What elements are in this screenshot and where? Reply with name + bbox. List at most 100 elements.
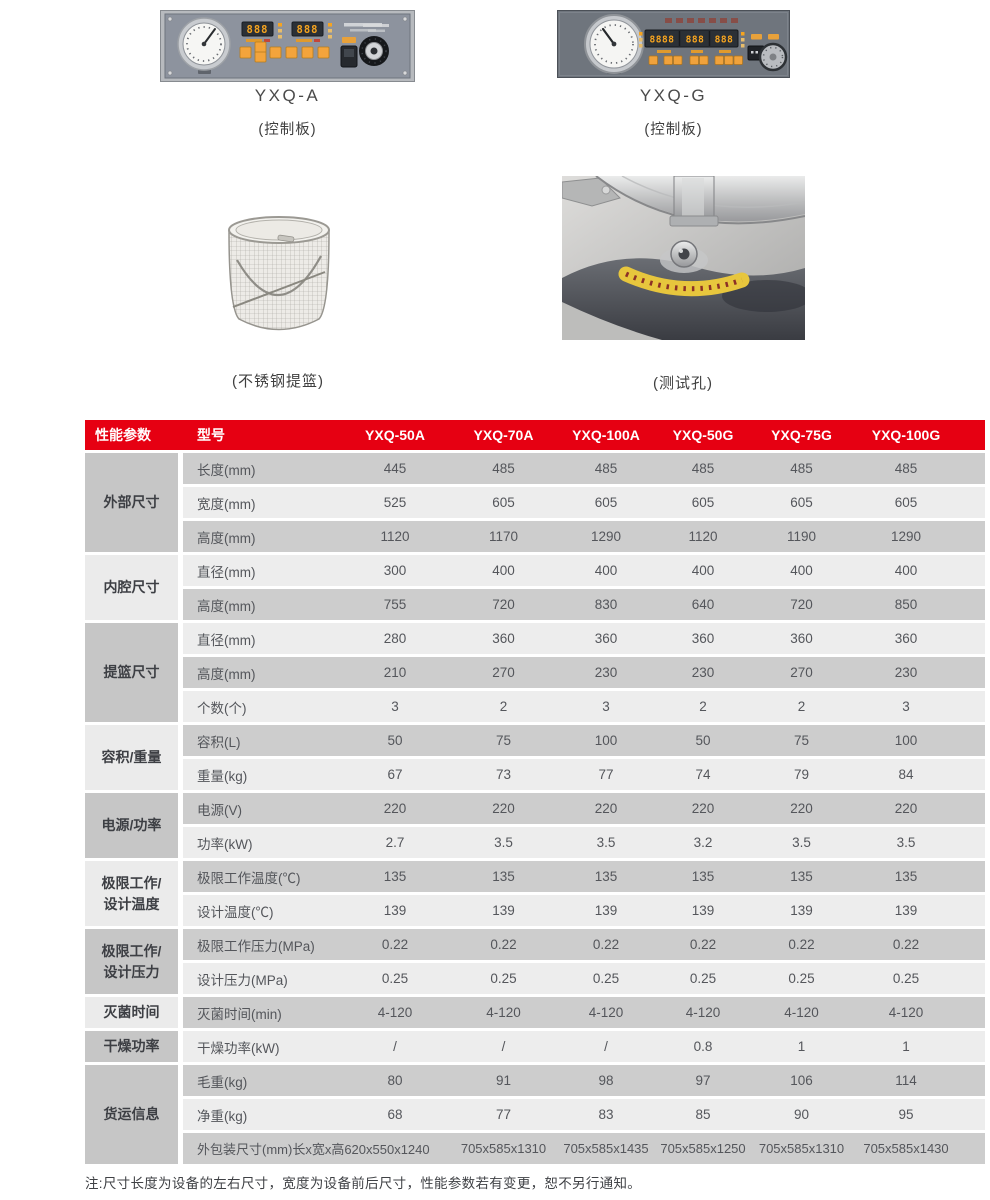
value-cell: 605 xyxy=(790,495,813,510)
figure-title-yxq-g: YXQ-G xyxy=(639,86,708,105)
value-cell: 50 xyxy=(695,733,711,748)
table-row: 长度(mm) 445 485 485 485 485 485 xyxy=(183,453,985,484)
group-rows: 容积(L) 50 75 100 50 75 100 重量(kg) 67 73 77 74 79 84 xyxy=(183,725,985,790)
svg-text:888: 888 xyxy=(715,35,734,46)
value-cell: 360 xyxy=(691,631,715,646)
table-row: 重量(kg) 67 73 77 74 79 84 xyxy=(183,759,985,790)
group-label-cell: 容积/重量 xyxy=(85,725,178,790)
control-buttons xyxy=(239,41,330,63)
param-cell: 个数(个) xyxy=(197,700,247,716)
table-row: 功率(kW) 2.7 3.5 3.5 3.2 3.5 3.5 xyxy=(183,827,985,858)
basket-figure xyxy=(218,210,340,342)
value-cell: 705x585x1430 xyxy=(863,1141,949,1156)
table-row: 高度(mm) 755 720 830 640 720 850 xyxy=(183,589,985,620)
header-band: 型号 YXQ-50A YXQ-70A YXQ-100A YXQ-50G YXQ-75G YX… xyxy=(183,420,985,450)
table-group: 提篮尺寸 直径(mm) 280 360 360 360 360 360 高度(mm) 210 270… xyxy=(85,623,985,722)
indicator-lights xyxy=(278,23,282,39)
value-cell: 106 xyxy=(790,1073,813,1088)
table-row: 灭菌时间(min) 4-120 4-120 4-120 4-120 4-120 4-120 xyxy=(183,997,985,1028)
param-cell: 高度(mm) xyxy=(197,598,256,614)
value-cell: 4-120 xyxy=(685,1005,721,1020)
group-rows: 直径(mm) 280 360 360 360 360 360 高度(mm) 210 270 230 2… xyxy=(183,623,985,722)
value-cell: 360 xyxy=(492,631,515,646)
value-cell: 605 xyxy=(594,495,618,510)
value-cell: 74 xyxy=(695,767,711,782)
value-cell: 485 xyxy=(790,461,813,476)
value-cell: 135 xyxy=(790,869,813,884)
indicator-pill xyxy=(768,34,779,40)
table-row: 外包装尺寸(mm)长x宽x高620x550x1240 705x585x1310 70… xyxy=(183,1133,985,1164)
value-cell: 75 xyxy=(495,733,512,748)
value-cell: 75 xyxy=(793,733,810,748)
value-cell: 0.22 xyxy=(689,937,717,952)
group-rows: 长度(mm) 445 485 485 485 485 485 宽度(mm) 525 605 605 6… xyxy=(183,453,985,552)
value-cell: 485 xyxy=(894,461,918,476)
group-label-cell: 提篮尺寸 xyxy=(85,623,178,722)
value-cell: 2.7 xyxy=(385,835,405,850)
table-row: 个数(个) 3 2 3 2 2 3 xyxy=(183,691,985,722)
value-cell: 85 xyxy=(695,1107,711,1122)
value-cell: 50 xyxy=(387,733,403,748)
value-cell: 139 xyxy=(492,903,515,918)
figure-caption-control-panel-g: (控制板) xyxy=(644,122,703,138)
value-cell: 0.22 xyxy=(381,937,409,952)
value-cell: 68 xyxy=(387,1107,403,1122)
value-cell: 0.25 xyxy=(892,971,920,986)
param-cell: 电源(V) xyxy=(197,802,242,818)
value-cell: 485 xyxy=(594,461,618,476)
header-col-yxq-50a: YXQ-50A xyxy=(365,427,425,443)
value-cell: 100 xyxy=(594,733,618,748)
svg-text:8888: 8888 xyxy=(650,35,675,46)
warning-label xyxy=(618,266,750,297)
param-cell: 极限工作温度(℃) xyxy=(197,870,301,886)
value-cell: 3 xyxy=(902,699,910,714)
value-cell: 4-120 xyxy=(888,1005,924,1020)
stainless-basket-image xyxy=(228,216,330,331)
value-cell: 220 xyxy=(691,801,715,816)
value-cell: 1120 xyxy=(688,529,718,544)
value-cell: 1120 xyxy=(380,529,410,544)
pressure-gauge-icon xyxy=(584,14,644,74)
table-row: 直径(mm) 280 360 360 360 360 360 xyxy=(183,623,985,654)
value-cell: 850 xyxy=(894,597,918,612)
param-cell: 极限工作压力(MPa) xyxy=(197,938,315,954)
value-cell: 135 xyxy=(691,869,715,884)
value-cell: 1 xyxy=(797,1039,806,1054)
value-cell: 705x585x1250 xyxy=(660,1141,746,1156)
value-cell: 100 xyxy=(894,733,918,748)
value-cell: 77 xyxy=(598,767,614,782)
value-cell: 705x585x1310 xyxy=(758,1141,845,1156)
header-col-yxq-75g: YXQ-75G xyxy=(771,427,832,443)
yxq-a-panel-figure: 888 888 xyxy=(160,10,415,82)
param-cell: 重量(kg) xyxy=(197,768,248,784)
svg-text:888: 888 xyxy=(686,35,705,46)
value-cell: 230 xyxy=(894,665,918,680)
figure-title-yxq-a: YXQ-A xyxy=(254,86,321,105)
value-cell: 210 xyxy=(383,665,407,680)
value-cell: / xyxy=(501,1039,506,1054)
value-cell: 4-120 xyxy=(377,1005,413,1020)
value-cell: 4-120 xyxy=(784,1005,819,1020)
value-cell: 3 xyxy=(391,699,399,714)
value-cell: 300 xyxy=(383,563,407,578)
param-cell: 设计温度(℃) xyxy=(197,904,274,920)
yxq-g-panel-figure: 8888 888 888 xyxy=(557,10,790,78)
header-col-yxq-70a: YXQ-70A xyxy=(473,427,534,443)
value-cell: 0.25 xyxy=(788,971,815,986)
value-cell: 485 xyxy=(691,461,715,476)
value-cell: 485 xyxy=(492,461,515,476)
value-cell: 400 xyxy=(594,563,618,578)
table-group: 容积/重量 容积(L) 50 75 100 50 75 100 重量(kg) 67 73 77 74 79… xyxy=(85,725,985,790)
test-hole-figure xyxy=(561,175,812,340)
indicator-pill xyxy=(751,34,762,40)
value-cell: 605 xyxy=(894,495,918,510)
value-cell: 360 xyxy=(894,631,918,646)
control-knob-icon xyxy=(758,42,788,72)
value-cell: 830 xyxy=(594,597,618,612)
value-cell: 1290 xyxy=(890,529,922,544)
value-cell: 84 xyxy=(898,767,914,782)
value-cell: 4-120 xyxy=(486,1005,521,1020)
group-label-cell: 极限工作/设计温度 xyxy=(85,861,178,926)
value-cell: 360 xyxy=(790,631,813,646)
